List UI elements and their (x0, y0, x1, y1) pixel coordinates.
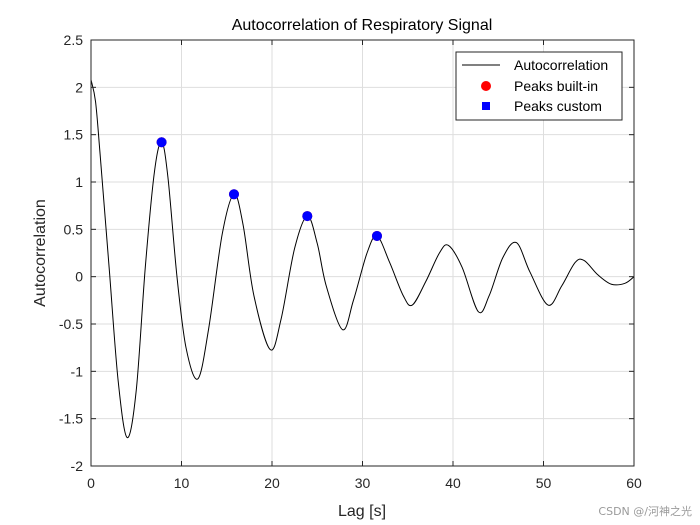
legend-label-peaks-builtin: Peaks built-in (514, 78, 598, 94)
y-tick-label: 2.5 (64, 32, 84, 48)
x-tick-label: 60 (626, 475, 642, 491)
legend-label-autocorrelation: Autocorrelation (514, 57, 608, 73)
x-axis-ticks: 0 10 20 30 40 50 60 (87, 40, 642, 491)
peak-custom-marker (156, 137, 167, 148)
series-layer (90, 79, 635, 439)
y-tick-label: 0 (75, 269, 83, 285)
legend: Autocorrelation Peaks built-in Peaks cus… (455, 51, 623, 121)
legend-circle-swatch (481, 81, 491, 91)
y-tick-label: -1.5 (59, 411, 83, 427)
chart-title: Autocorrelation of Respiratory Signal (232, 17, 493, 34)
y-tick-label: 1.5 (64, 127, 84, 143)
x-tick-label: 0 (87, 475, 95, 491)
y-axis-label: Autocorrelation (32, 199, 49, 307)
legend-square-swatch (482, 102, 490, 110)
peak-custom-marker (228, 189, 239, 200)
autocorrelation-series-line (90, 79, 635, 439)
y-axis-ticks: -2 -1.5 -1 -0.5 0 0.5 1 1.5 2 2.5 (59, 32, 634, 474)
peak-custom-marker (302, 211, 313, 222)
x-tick-label: 10 (174, 475, 190, 491)
x-tick-label: 50 (536, 475, 552, 491)
y-tick-label: 1 (75, 174, 83, 190)
legend-label-peaks-custom: Peaks custom (514, 98, 602, 114)
y-tick-label: -0.5 (59, 316, 83, 332)
y-tick-label: 0.5 (64, 221, 84, 237)
x-axis-label: Lag [s] (338, 503, 386, 520)
x-tick-label: 40 (445, 475, 461, 491)
y-tick-label: 2 (75, 79, 83, 95)
watermark-text: CSDN @/河神之光 (598, 505, 692, 518)
x-tick-label: 30 (355, 475, 371, 491)
y-tick-label: -2 (71, 458, 84, 474)
x-tick-label: 20 (264, 475, 280, 491)
peak-custom-marker (371, 230, 382, 241)
y-tick-label: -1 (71, 363, 84, 379)
